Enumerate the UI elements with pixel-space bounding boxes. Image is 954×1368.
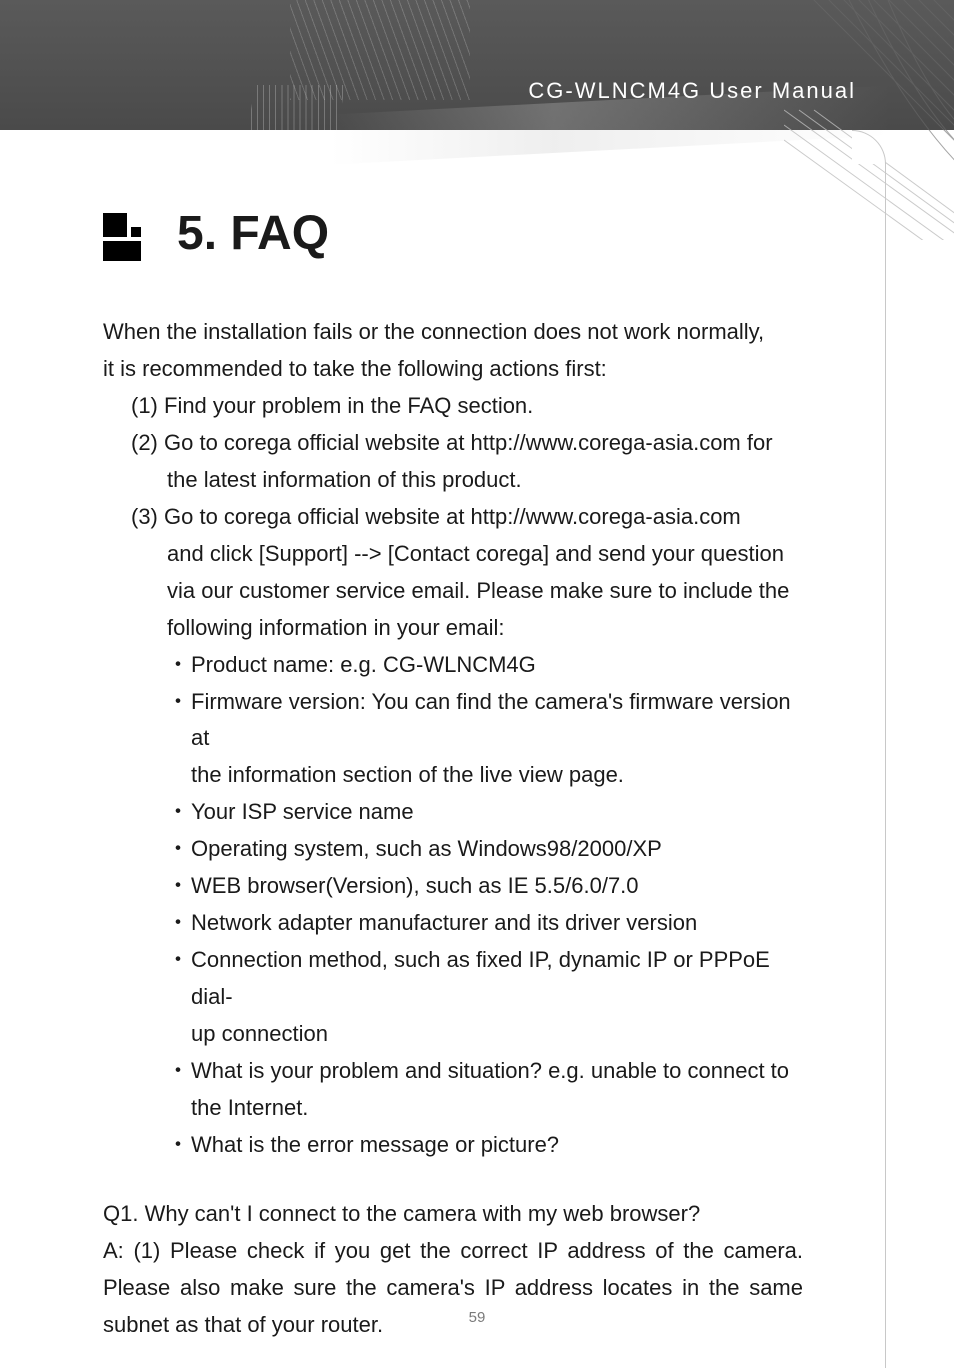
bullet-4: Operating system, such as Windows98/2000… — [173, 831, 803, 868]
step-1: (1) Find your problem in the FAQ section… — [131, 388, 803, 425]
chapter-icon — [103, 213, 155, 261]
bullet-1: Product name: e.g. CG-WLNCM4G — [173, 647, 803, 684]
bullet-8-line-1: What is your problem and situation? e.g.… — [191, 1058, 789, 1083]
corner-hatch-decor — [784, 0, 954, 240]
step-2-line-2: the latest information of this product. — [131, 462, 803, 499]
body-content: When the installation fails or the conne… — [103, 314, 803, 1344]
bullet-9: What is the error message or picture? — [173, 1127, 803, 1164]
step-3: (3) Go to corega official website at htt… — [131, 499, 803, 647]
content-rail — [885, 162, 886, 1368]
bullet-3-text: Your ISP service name — [191, 799, 414, 824]
bullet-list: Product name: e.g. CG-WLNCM4G Firmware v… — [131, 647, 803, 1164]
step-3-line-2: and click [Support] --> [Contact corega]… — [131, 536, 803, 573]
bullet-5: WEB browser(Version), such as IE 5.5/6.0… — [173, 868, 803, 905]
step-3-line-3: via our customer service email. Please m… — [131, 573, 803, 610]
page-number: 59 — [0, 1309, 954, 1326]
bullet-2: Firmware version: You can find the camer… — [173, 684, 803, 795]
chapter-title: 5. FAQ — [177, 206, 329, 261]
numbered-list: (1) Find your problem in the FAQ section… — [103, 388, 803, 1164]
bullet-8: What is your problem and situation? e.g.… — [173, 1053, 803, 1127]
bullet-6-text: Network adapter manufacturer and its dri… — [191, 910, 697, 935]
bullet-2-line-2: the information section of the live view… — [191, 762, 624, 787]
bullet-9-text: What is the error message or picture? — [191, 1132, 559, 1157]
bullet-6: Network adapter manufacturer and its dri… — [173, 905, 803, 942]
step-1-text: (1) Find your problem in the FAQ section… — [131, 388, 803, 425]
bullet-3: Your ISP service name — [173, 794, 803, 831]
step-3-line-4: following information in your email: — [131, 610, 803, 647]
step-2: (2) Go to corega official website at htt… — [131, 425, 803, 499]
chapter-heading-row: 5. FAQ — [103, 206, 329, 261]
step-3-line-1: (3) Go to corega official website at htt… — [131, 499, 803, 536]
bullet-1-text: Product name: e.g. CG-WLNCM4G — [191, 652, 536, 677]
question-1: Q1. Why can't I connect to the camera wi… — [103, 1196, 803, 1233]
bullet-7-line-2: up connection — [191, 1021, 328, 1046]
step-2-line-1: (2) Go to corega official website at htt… — [131, 425, 803, 462]
intro-line-2: it is recommended to take the following … — [103, 351, 803, 388]
bullet-7-line-1: Connection method, such as fixed IP, dyn… — [191, 947, 770, 1009]
answer-1: A: (1) Please check if you get the corre… — [103, 1233, 803, 1344]
bullet-8-line-2: the Internet. — [191, 1095, 308, 1120]
bullet-5-text: WEB browser(Version), such as IE 5.5/6.0… — [191, 873, 639, 898]
bullet-7: Connection method, such as fixed IP, dyn… — [173, 942, 803, 1053]
intro-line-1: When the installation fails or the conne… — [103, 314, 803, 351]
bullet-4-text: Operating system, such as Windows98/2000… — [191, 836, 662, 861]
bullet-2-line-1: Firmware version: You can find the camer… — [191, 689, 791, 751]
